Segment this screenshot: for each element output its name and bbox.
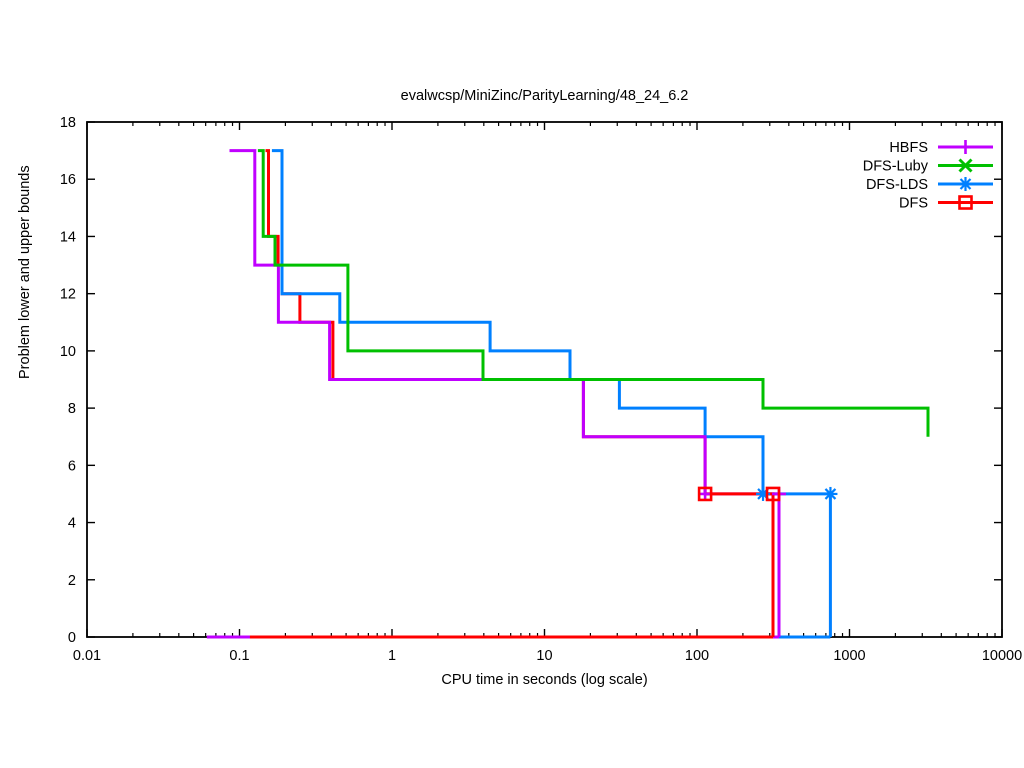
x-tick-label: 1000 bbox=[833, 648, 865, 664]
dfs-lds-marker bbox=[824, 488, 837, 500]
y-tick-label: 18 bbox=[60, 115, 76, 131]
y-tick-label: 0 bbox=[68, 630, 76, 646]
legend-label-dfs-luby: DFS-Luby bbox=[863, 159, 929, 175]
dfs-marker bbox=[765, 486, 781, 502]
y-tick-label: 4 bbox=[68, 516, 76, 532]
x-tick-label: 0.1 bbox=[229, 648, 249, 664]
legend-marker-dfs bbox=[958, 195, 973, 210]
x-tick-label: 1 bbox=[388, 648, 396, 664]
legend-marker-dfs-lds bbox=[959, 178, 972, 190]
legend-label-dfs: DFS bbox=[899, 196, 928, 212]
x-tick-label: 100 bbox=[685, 648, 709, 664]
dfs-marker bbox=[697, 486, 713, 502]
dfs-luby-upper-line bbox=[257, 149, 930, 437]
y-tick-label: 2 bbox=[68, 573, 76, 589]
y-tick-label: 6 bbox=[68, 458, 76, 474]
chart-title: evalwcsp/MiniZinc/ParityLearning/48_24_6… bbox=[400, 88, 689, 104]
legend-marker-dfs-luby bbox=[958, 158, 973, 173]
legend-label-dfs-lds: DFS-LDS bbox=[866, 177, 928, 193]
dfs-upper-b-line bbox=[705, 492, 775, 637]
x-tick-label: 10 bbox=[536, 648, 552, 664]
x-tick-label: 0.01 bbox=[73, 648, 101, 664]
y-tick-label: 12 bbox=[60, 287, 76, 303]
x-tick-label: 10000 bbox=[982, 648, 1022, 664]
y-tick-label: 16 bbox=[60, 172, 76, 188]
x-axis-label: CPU time in seconds (log scale) bbox=[441, 672, 648, 688]
dfs-lds-upper-line bbox=[271, 149, 832, 637]
y-tick-label: 8 bbox=[68, 401, 76, 417]
hbfs-upper-line bbox=[229, 149, 781, 637]
y-tick-label: 10 bbox=[60, 344, 76, 360]
y-tick-label: 14 bbox=[60, 229, 76, 245]
legend-label-hbfs: HBFS bbox=[889, 140, 928, 156]
